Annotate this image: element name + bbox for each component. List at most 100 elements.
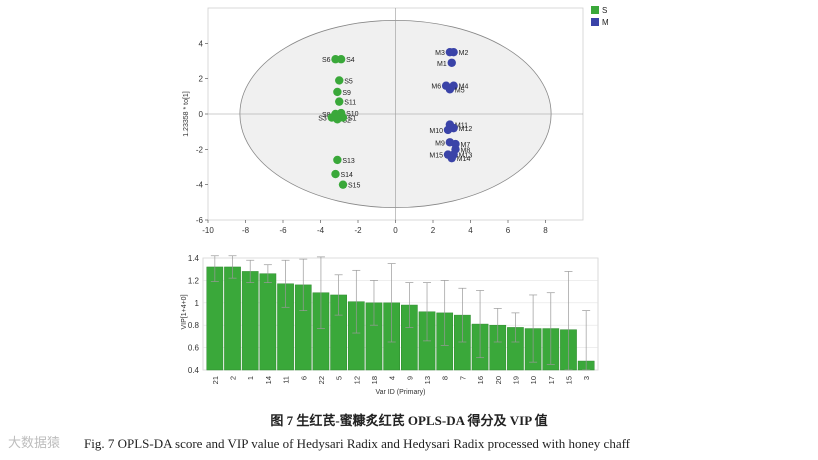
- point-label: S9: [342, 90, 351, 97]
- legend-swatch: [591, 6, 599, 14]
- point-label: S14: [341, 172, 354, 179]
- x-tick-label: -4: [317, 226, 325, 235]
- bar-x-axis-label: Var ID (Primary): [375, 389, 425, 396]
- point-label: S4: [346, 57, 355, 64]
- bar-x-tick-label: 21: [211, 376, 220, 384]
- point-label: M6: [431, 84, 441, 91]
- y-tick-label: 4: [199, 39, 204, 48]
- bar-x-tick-label: 8: [441, 376, 450, 380]
- score-point: [445, 85, 455, 94]
- score-point: [335, 97, 344, 106]
- bar-x-tick-label: 1: [246, 376, 255, 380]
- x-tick-label: 4: [468, 226, 473, 235]
- point-label: S13: [342, 158, 355, 165]
- bar-x-tick-label: 14: [264, 376, 273, 384]
- bar-x-tick-label: 12: [352, 376, 361, 384]
- bar-y-tick-label: 0.6: [188, 344, 200, 353]
- point-label: S15: [348, 183, 361, 190]
- figure-caption-chinese: 图 7 生红芪-蜜糠炙红芪 OPLS-DA 得分及 VIP 值: [270, 413, 548, 428]
- bar-x-tick-label: 5: [335, 376, 344, 380]
- bar-x-tick-label: 13: [423, 376, 432, 384]
- bar-x-tick-label: 20: [494, 376, 503, 384]
- point-label: M12: [459, 126, 473, 133]
- bar-x-tick-label: 3: [582, 376, 591, 380]
- legend-label: S: [602, 6, 607, 15]
- point-label: M14: [457, 156, 471, 163]
- bar-x-tick-label: 11: [282, 376, 291, 384]
- vip-bar: [206, 266, 224, 371]
- bar-y-axis-label: VIP[1+4+0]: [181, 294, 188, 329]
- bar-x-tick-label: 10: [529, 376, 538, 384]
- point-label: S8: [322, 112, 331, 119]
- point-label: M3: [435, 50, 445, 57]
- score-point: [338, 180, 348, 189]
- legend-label: M: [602, 18, 609, 27]
- point-label: M10: [429, 128, 443, 135]
- point-label: M8: [461, 147, 471, 154]
- bar-x-tick-label: 19: [511, 376, 520, 384]
- bar-x-tick-label: 6: [299, 376, 308, 380]
- y-tick-label: 0: [199, 110, 204, 119]
- point-label: S10: [346, 111, 359, 118]
- x-tick-label: 0: [393, 226, 398, 235]
- point-label: M13: [459, 153, 473, 160]
- vip-bar: [259, 273, 277, 371]
- y-tick-label: 2: [199, 75, 204, 84]
- score-point: [333, 155, 342, 165]
- watermark-text: 大数据猿: [8, 436, 61, 451]
- bar-x-tick-label: 7: [458, 376, 467, 380]
- score-point: [335, 76, 344, 85]
- point-label: S5: [344, 78, 353, 85]
- bar-x-tick-label: 18: [370, 376, 379, 384]
- point-label: M5: [455, 87, 465, 94]
- bar-x-tick-label: 9: [405, 376, 414, 380]
- y-tick-label: -2: [196, 145, 204, 154]
- score-plot: -10 -8 -6 -4 -2 0 2 4 6 8 -6 -4 -2 0 2 4 1.23358 * to[1]…: [183, 6, 609, 235]
- bar-x-tick-label: 4: [388, 376, 397, 380]
- y-axis-label: 1.23358 * to[1]: [183, 91, 190, 137]
- point-label: S3: [318, 116, 327, 123]
- bar-y-tick-label: 1.4: [188, 254, 200, 263]
- bar-y-tick-label: 1.2: [188, 276, 200, 285]
- figure-caption-english: Fig. 7 OPLS-DA score and VIP value of He…: [84, 436, 631, 451]
- x-tick-label: 6: [506, 226, 511, 235]
- point-label: M4: [459, 84, 469, 91]
- score-point: [331, 169, 340, 179]
- score-point: [449, 47, 458, 57]
- x-tick-label: 2: [431, 226, 436, 235]
- y-tick-label: -4: [196, 181, 204, 190]
- point-label: M1: [437, 61, 447, 68]
- bar-y-tick-label: 0.4: [188, 366, 200, 375]
- bar-x-tick-label: 17: [547, 376, 556, 384]
- point-label: M7: [461, 142, 471, 149]
- point-label: M15: [429, 153, 443, 160]
- point-label: M9: [435, 140, 445, 147]
- point-label: S6: [322, 57, 331, 64]
- x-tick-label: 8: [543, 226, 548, 235]
- point-label: S1: [348, 116, 357, 123]
- score-point: [449, 123, 458, 133]
- point-label: M2: [459, 50, 469, 57]
- bar-x-tick-label: 16: [476, 376, 485, 384]
- y-tick-label: -6: [196, 216, 204, 225]
- bar-y-tick-label: 1: [195, 299, 200, 308]
- x-tick-label: -2: [354, 226, 362, 235]
- bar-y-tick-label: 0.8: [188, 321, 200, 330]
- point-label: S11: [344, 100, 356, 107]
- point-label: S2: [342, 117, 351, 124]
- bar-x-tick-label: 15: [564, 376, 573, 384]
- x-tick-label: -6: [279, 226, 287, 235]
- vip-bar: [224, 266, 241, 371]
- score-point: [333, 87, 342, 97]
- vip-bar: [241, 271, 259, 371]
- legend-swatch: [591, 18, 599, 26]
- bar-x-tick-label: 22: [317, 376, 326, 384]
- score-point: [336, 55, 346, 64]
- x-tick-label: -10: [202, 226, 214, 235]
- score-point: [338, 113, 348, 122]
- score-point: [447, 58, 456, 67]
- bar-x-tick-label: 2: [229, 376, 238, 380]
- score-point: [447, 153, 456, 163]
